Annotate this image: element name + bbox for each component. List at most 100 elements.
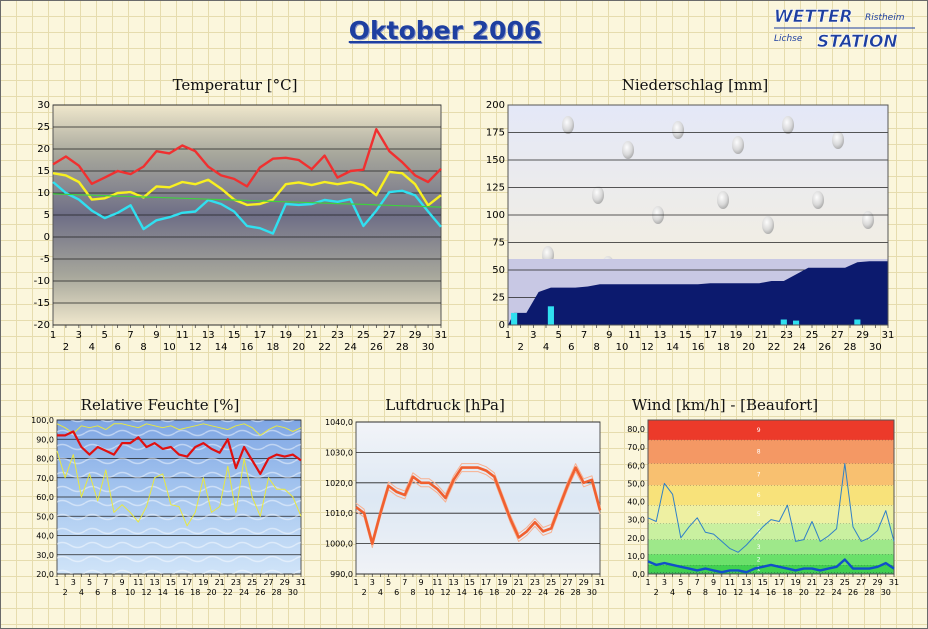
y-tick-label: -10: [34, 276, 50, 287]
x-tick-label: 2: [362, 588, 367, 597]
precipitation-chart-title: Niederschlag [mm]: [621, 76, 769, 94]
beaufort-label: 3: [757, 544, 761, 551]
temp-longterm-line: [52, 193, 442, 208]
x-tick-label: 27: [856, 578, 866, 587]
x-tick-label: 27: [831, 330, 844, 341]
x-tick-label: 15: [679, 330, 692, 341]
logo-text: WETTER: [774, 7, 853, 27]
wind-mean-line: [647, 558, 895, 574]
y-tick-label: 50: [492, 265, 505, 276]
y-tick-label: 90,0: [36, 435, 54, 444]
x-tick-label: 10: [163, 342, 176, 353]
x-tick-label: 12: [189, 342, 202, 353]
x-tick-label: 5: [102, 330, 108, 341]
x-tick-label: 2: [517, 342, 523, 353]
x-tick-label: 6: [95, 588, 100, 597]
x-tick-label: 19: [730, 330, 743, 341]
y-tick-label: 50,0: [627, 479, 645, 488]
wind-chart: 12345678980,070,060,050,040,030,020,010,…: [627, 419, 899, 597]
x-tick-label: 19: [279, 330, 292, 341]
raindrop-decoration: [812, 191, 824, 209]
temp-mean-line: [52, 170, 442, 207]
x-tick-label: 7: [581, 330, 587, 341]
x-tick-label: 6: [114, 342, 120, 353]
x-tick-label: 17: [254, 330, 267, 341]
temperature-chart-title: Temperatur [°C]: [172, 76, 298, 94]
x-tick-label: 29: [280, 578, 290, 587]
x-tick-label: 1: [54, 578, 59, 587]
x-tick-label: 14: [666, 342, 679, 353]
raindrop-decoration: [762, 216, 774, 234]
x-tick-label: 8: [593, 342, 599, 353]
y-tick-label: 0,0: [632, 570, 645, 579]
x-tick-label: 13: [202, 330, 215, 341]
x-tick-label: 2: [63, 342, 69, 353]
raindrop-decoration: [672, 121, 684, 139]
x-tick-label: 10: [424, 588, 434, 597]
x-tick-label: 5: [678, 578, 683, 587]
x-tick-label: 19: [791, 578, 801, 587]
x-tick-label: 31: [435, 330, 448, 341]
x-tick-label: 23: [780, 330, 793, 341]
x-tick-label: 21: [807, 578, 817, 587]
y-tick-label: 30,0: [36, 551, 54, 560]
y-tick-label: 100: [486, 210, 505, 221]
x-tick-label: 20: [505, 588, 515, 597]
y-tick-label: 125: [486, 183, 505, 194]
cumulative-precipitation-area: [508, 261, 888, 325]
beaufort-band: [648, 523, 894, 540]
y-tick-label: 175: [486, 128, 505, 139]
beaufort-label: 6: [757, 492, 761, 499]
x-tick-label: 30: [881, 588, 891, 597]
x-tick-label: 15: [758, 578, 768, 587]
wind-chart-title: Wind [km/h] - [Beaufort]: [631, 396, 819, 414]
humidity-chart-title: Relative Feuchte [%]: [80, 396, 240, 414]
y-tick-label: 40,0: [627, 498, 645, 507]
wind-gust-line: [647, 463, 895, 553]
humidity-chart: 100,090,080,070,060,050,040,030,020,0123…: [31, 416, 306, 597]
x-tick-label: 17: [774, 578, 784, 587]
beaufort-band: [648, 564, 894, 573]
x-tick-label: 15: [465, 578, 475, 587]
x-tick-label: 26: [818, 342, 831, 353]
x-tick-label: 21: [305, 330, 318, 341]
x-tick-label: 31: [296, 578, 306, 587]
beaufort-label: 7: [757, 471, 761, 478]
humidity-max-line: [56, 423, 302, 436]
y-tick-label: 20,0: [627, 534, 645, 543]
x-tick-label: 30: [422, 342, 435, 353]
x-tick-label: 19: [497, 578, 507, 587]
daily-precipitation-bar: [793, 320, 800, 325]
x-tick-label: 4: [79, 588, 84, 597]
x-tick-label: 16: [692, 342, 705, 353]
x-tick-label: 30: [587, 588, 597, 597]
x-tick-label: 23: [530, 578, 540, 587]
x-tick-label: 8: [410, 588, 415, 597]
beaufort-band: [648, 554, 894, 565]
x-tick-label: 7: [127, 330, 133, 341]
x-tick-label: 4: [378, 588, 383, 597]
x-tick-label: 27: [383, 330, 396, 341]
raindrop-decoration: [732, 136, 744, 154]
beaufort-label: 9: [757, 427, 761, 434]
x-tick-label: 20: [292, 342, 305, 353]
station-logo: WETTER Ristheim Lichse STATION: [774, 7, 915, 52]
y-tick-label: 15: [37, 166, 50, 177]
x-tick-label: 24: [239, 588, 249, 597]
x-tick-label: 28: [272, 588, 282, 597]
x-tick-label: 26: [848, 588, 858, 597]
x-tick-label: 4: [670, 588, 675, 597]
y-tick-label: 20: [37, 144, 50, 155]
logo-text: STATION: [817, 32, 898, 52]
x-tick-label: 28: [864, 588, 874, 597]
x-tick-label: 6: [394, 588, 399, 597]
x-tick-label: 12: [733, 588, 743, 597]
x-tick-label: 23: [823, 578, 833, 587]
x-tick-label: 13: [654, 330, 667, 341]
daily-precipitation-bar: [511, 312, 518, 325]
x-tick-label: 25: [357, 330, 370, 341]
x-tick-label: 28: [844, 342, 857, 353]
x-tick-label: 5: [87, 578, 92, 587]
y-tick-label: -20: [34, 320, 50, 331]
x-tick-label: 26: [255, 588, 265, 597]
